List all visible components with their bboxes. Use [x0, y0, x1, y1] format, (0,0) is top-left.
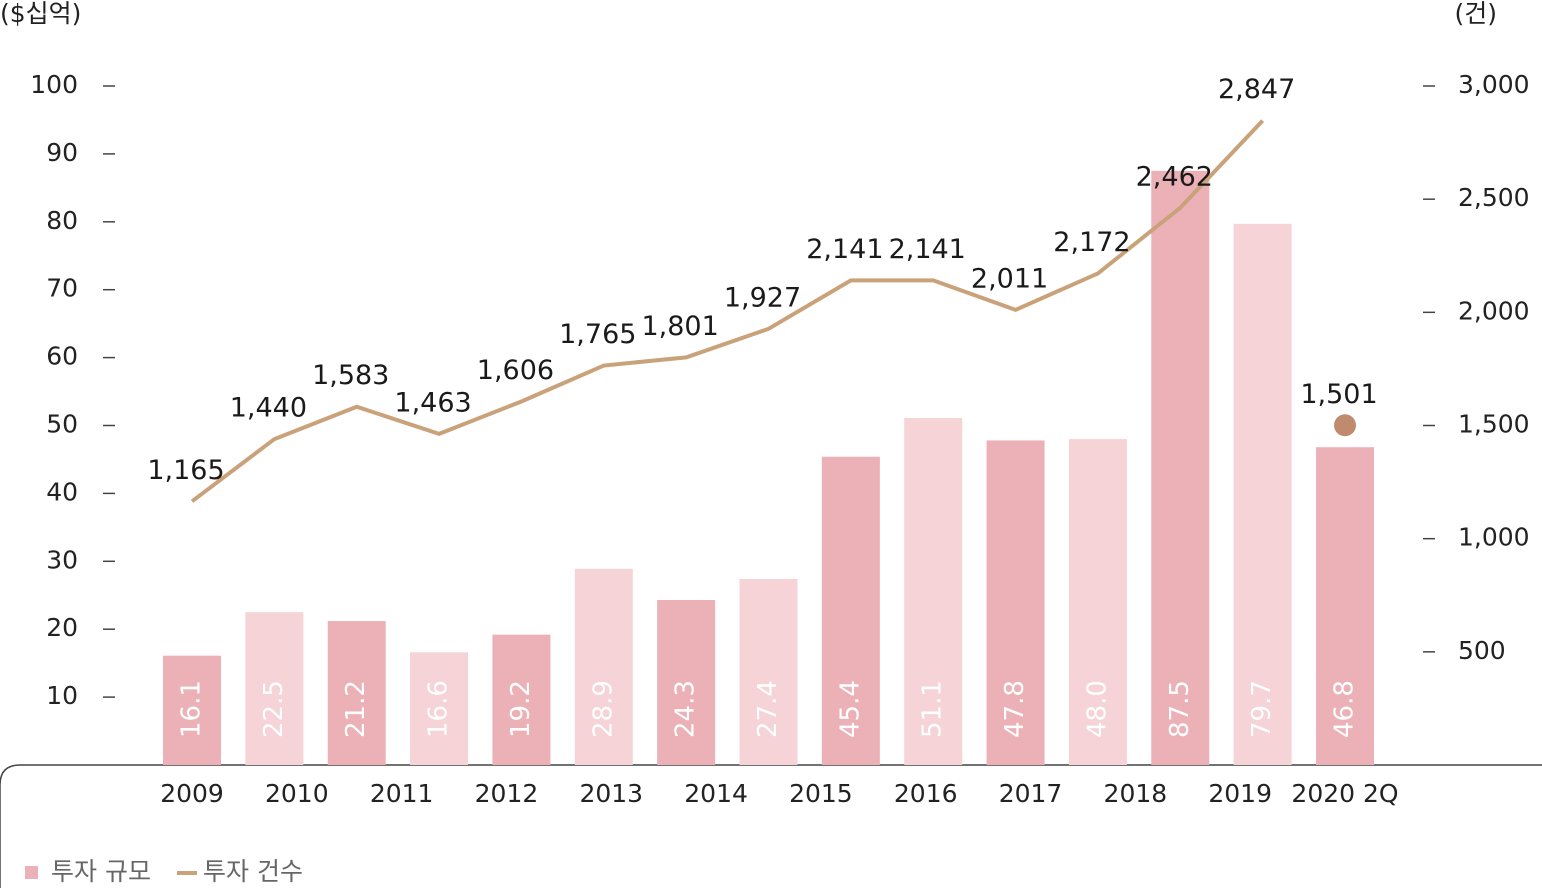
- x-tick-label: 2015: [789, 779, 853, 808]
- x-tick-label: 2018: [1104, 779, 1168, 808]
- bar: [1151, 170, 1210, 765]
- line-value-label: 2,141: [806, 234, 883, 265]
- bar-value-label: 27.4: [753, 680, 783, 738]
- y-tick-label: 60: [46, 342, 78, 371]
- y2-axis-label: (건): [1454, 0, 1497, 28]
- legend-swatch: [25, 866, 38, 879]
- bar-value-label: 21.2: [341, 680, 371, 738]
- x-tick-label: 2013: [579, 779, 643, 808]
- x-tick-label: 2014: [684, 779, 748, 808]
- point: [1334, 414, 1356, 437]
- y2-tick-label: 2,500: [1458, 183, 1530, 212]
- line-value-label: 1,801: [641, 311, 718, 342]
- y2-tick-label: 1,000: [1458, 523, 1530, 552]
- legend-label: 투자 건수: [203, 857, 303, 886]
- bar: [327, 621, 386, 765]
- line: [190, 119, 1265, 503]
- bar-value-label: 45.4: [835, 680, 865, 738]
- y-tick-label: 30: [46, 545, 78, 574]
- x-tick-label: 2011: [370, 779, 434, 808]
- bar-value-label: 28.9: [588, 680, 618, 738]
- bar: [1068, 439, 1127, 765]
- y-tick-label: 100: [30, 70, 78, 99]
- line-value-label: 1,501: [1300, 379, 1377, 410]
- bar: [657, 600, 716, 765]
- line-value-label: 1,463: [394, 387, 471, 418]
- y-tick-label: 50: [46, 410, 78, 439]
- line-value-label: 2,172: [1053, 227, 1130, 258]
- bar: [1233, 223, 1292, 765]
- bar: [574, 568, 633, 765]
- bar-value-label: 47.8: [1000, 680, 1030, 738]
- y2-tick-label: 2,000: [1458, 296, 1530, 325]
- line-value-label: 1,927: [724, 282, 801, 313]
- bar: [410, 652, 469, 765]
- legend-label: 투자 규모: [51, 857, 151, 886]
- line-value-label: 2,011: [971, 263, 1048, 294]
- y-tick-label: 40: [46, 477, 78, 506]
- line-value-label: 1,583: [312, 360, 389, 391]
- bar-value-label: 87.5: [1165, 680, 1195, 738]
- bar: [1316, 447, 1374, 765]
- bar: [986, 440, 1045, 765]
- bar: [163, 655, 221, 765]
- bar-value-label: 24.3: [671, 680, 701, 738]
- y-tick-label: 80: [46, 206, 78, 235]
- y-tick-label: 90: [46, 138, 78, 167]
- y2-tick-label: 500: [1458, 636, 1506, 665]
- bar-value-label: 22.5: [259, 680, 289, 738]
- bar-value-label: 16.1: [177, 680, 207, 738]
- x-tick-label: 2009: [160, 779, 224, 808]
- bar-value-label: 16.6: [424, 680, 454, 738]
- line-value-label: 1,440: [230, 393, 307, 424]
- bar: [821, 456, 880, 765]
- line-value-label: 2,462: [1136, 161, 1213, 192]
- bar-value-label: 79.7: [1247, 680, 1277, 738]
- baseline: [0, 764, 1542, 888]
- line-value-label: 2,847: [1218, 74, 1295, 105]
- y-tick-label: 70: [46, 274, 78, 303]
- x-tick-label: 2019: [1208, 779, 1272, 808]
- x-tick-label: 2012: [475, 779, 539, 808]
- y2-tick-label: 1,500: [1458, 410, 1530, 439]
- line-value-label: 1,765: [559, 319, 636, 350]
- x-tick-label: 2010: [265, 779, 329, 808]
- y2-tick-label: 3,000: [1458, 70, 1530, 99]
- y-tick-label: 10: [46, 681, 78, 710]
- bar-value-label: 48.0: [1082, 680, 1112, 738]
- x-tick-label: 2017: [999, 779, 1063, 808]
- bar: [492, 634, 551, 765]
- bar-value-label: 51.1: [918, 680, 948, 738]
- y-tick-label: 20: [46, 613, 78, 642]
- bar: [739, 578, 798, 765]
- line-value-label: 2,141: [889, 234, 966, 265]
- bar: [904, 418, 963, 765]
- bar-value-label: 19.2: [506, 680, 536, 738]
- bar: [245, 612, 304, 765]
- x-tick-label: 2020 2Q: [1291, 779, 1398, 808]
- bar-value-label: 46.8: [1330, 680, 1360, 738]
- y-axis-label: ($십억): [0, 0, 81, 28]
- line-value-label: 1,165: [147, 455, 224, 486]
- line-value-label: 1,606: [477, 355, 554, 386]
- x-tick-label: 2016: [894, 779, 958, 808]
